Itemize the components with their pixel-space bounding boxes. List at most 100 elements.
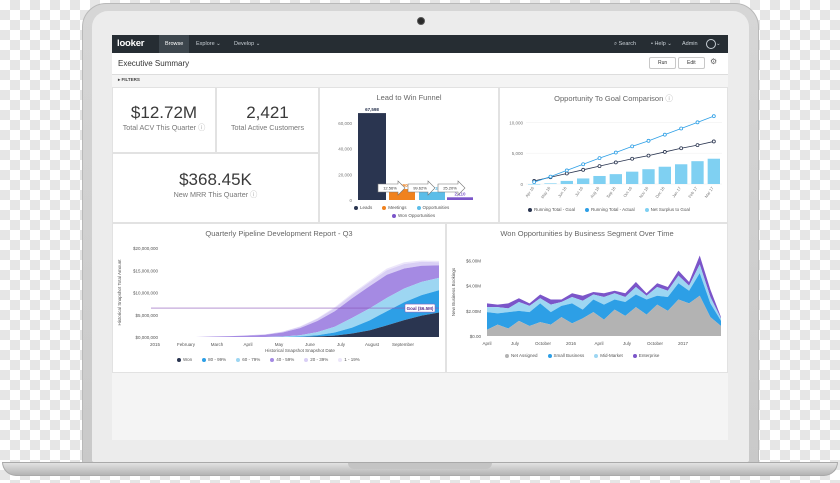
kpi-tile-mrr: $368.45K New MRR This Quarter ⓘ <box>112 153 319 223</box>
laptop-notch <box>348 463 492 469</box>
bar-value-label: 67,598 <box>365 107 379 112</box>
legend-item[interactable]: Small Business <box>547 353 584 358</box>
x-tick-label: Dec 16 <box>654 185 666 199</box>
conversion-arrow <box>437 180 466 196</box>
legend-item[interactable]: 1 - 19% <box>338 357 360 362</box>
funnel-bar <box>419 191 445 200</box>
info-icon[interactable]: ⓘ <box>250 190 258 199</box>
conversion-label: 25.20% <box>443 186 457 191</box>
funnel-chart: 020,00040,00060,00067,5988,4906,3732,110… <box>338 107 473 203</box>
x-tick-label: Sep 16 <box>605 185 617 199</box>
x-tick-label: 2015 <box>150 342 161 347</box>
legend-label: 40 - 59% <box>276 357 295 362</box>
area-series <box>487 264 721 321</box>
series-point <box>679 126 684 131</box>
nav-admin[interactable]: Admin <box>682 41 698 47</box>
y-axis-label: New Business Bookings <box>451 267 456 316</box>
pipeline-chart: $0,000,000 $5,000,000 $10,000,000 $15,000,0… <box>117 246 439 353</box>
camera-icon <box>417 17 425 25</box>
surplus-bar <box>560 180 573 184</box>
legend-label: Opportunities <box>422 205 450 210</box>
surplus-bar <box>593 175 606 184</box>
user-menu-chevron-icon[interactable]: ⌄ <box>716 41 721 47</box>
legend-item[interactable]: Leads <box>354 205 372 210</box>
nav-develop[interactable]: Develop ⌄ <box>234 41 261 47</box>
series-point <box>532 180 537 185</box>
area-series <box>161 312 439 337</box>
legend-label: Enterprise <box>638 353 660 358</box>
legend-item[interactable]: Opportunities <box>416 205 450 210</box>
goal-label-box <box>404 303 436 313</box>
nav-explore[interactable]: Explore ⌄ <box>196 41 221 47</box>
legend-label: Running Total - Actual <box>590 207 635 212</box>
info-icon[interactable]: ⓘ <box>665 94 673 103</box>
run-button[interactable]: Run <box>649 57 677 69</box>
x-tick-label: 2017 <box>678 341 689 346</box>
x-tick-label: October <box>535 341 552 346</box>
legend-item[interactable]: 20 - 39% <box>304 357 328 362</box>
series-point <box>581 162 586 167</box>
legend-swatch <box>528 207 532 212</box>
chart-title: Won Opportunities by Business Segment Ov… <box>500 229 674 238</box>
legend-swatch <box>382 205 387 210</box>
series-point <box>646 138 651 143</box>
info-icon[interactable]: ⓘ <box>198 123 206 132</box>
legend-label: Net Surplus to Goal <box>650 207 690 212</box>
y-tick-label: 0 <box>520 182 523 187</box>
x-tick-label: 2016 <box>566 341 577 346</box>
looker-logo[interactable]: looker <box>117 38 145 49</box>
x-tick-label: Jan 17 <box>671 185 682 198</box>
legend-item[interactable]: Won <box>177 357 192 362</box>
edit-button[interactable]: Edit <box>678 57 705 69</box>
filters-toggle[interactable]: ▸ FILTERS <box>112 75 728 85</box>
legend-swatch <box>547 353 552 358</box>
gear-icon[interactable]: ⚙ <box>710 57 718 66</box>
user-avatar-icon[interactable] <box>706 39 716 49</box>
x-tick-label: October <box>647 341 664 346</box>
y-axis-label: Historical Snapshot Total Amount <box>117 259 122 326</box>
y-tick-label: 10,000 <box>509 120 523 125</box>
legend-item[interactable]: Won Opportunities <box>392 213 435 218</box>
legend-item[interactable]: 60 - 79% <box>236 357 260 362</box>
y-tick-label: 0 <box>349 198 352 203</box>
y-tick-label: $20,000,000 <box>133 246 159 251</box>
legend-item[interactable]: Running Total - Actual <box>584 207 635 212</box>
surplus-bar <box>675 164 688 184</box>
chart-legend: Net Assigned Small Business Mid-Market Ente… <box>505 353 669 358</box>
surplus-bar <box>544 183 557 184</box>
legend-swatch <box>632 353 637 358</box>
legend-item[interactable]: 40 - 59% <box>270 357 294 362</box>
legend-label: 80 - 99% <box>208 357 227 362</box>
legend-swatch <box>392 213 396 218</box>
legend-item[interactable]: Enterprise <box>632 353 660 358</box>
series-point <box>630 156 635 161</box>
y-tick-label: 40,000 <box>338 147 352 152</box>
legend-item[interactable]: Mid-Market <box>594 353 623 358</box>
nav-search[interactable]: ⌕ Search <box>614 41 637 47</box>
nav-browse[interactable]: Browse <box>159 35 190 53</box>
screen: looker Browse Explore ⌄ Develop ⌄ ⌕ Sear… <box>112 35 728 440</box>
legend-item[interactable]: Meetings <box>382 205 407 210</box>
x-tick-label: September <box>392 342 415 347</box>
x-tick-label: February <box>177 342 196 347</box>
dashboard-empty-area <box>112 373 728 440</box>
x-tick-label: Aug 16 <box>589 185 601 199</box>
legend-item[interactable]: Running Total - Goal <box>528 207 575 212</box>
y-tick-label: $0.00 <box>470 334 482 339</box>
kpi-value: $12.72M <box>130 103 198 122</box>
nav-help[interactable]: • Help ⌄ <box>651 41 672 47</box>
surplus-bar <box>609 174 622 184</box>
series-point <box>597 164 602 169</box>
legend-swatch <box>354 205 358 210</box>
x-tick-label: July <box>337 342 346 347</box>
chart-legend: Won 80 - 99% 60 - 79% 40 - 59% 20 - 39% 1 - 1… <box>177 357 370 362</box>
kpi-label: Total Active Customers <box>230 123 305 132</box>
area-series <box>161 290 439 337</box>
legend-item[interactable]: Net Assigned <box>505 353 538 358</box>
legend-item[interactable]: 80 - 99% <box>202 357 226 362</box>
series-point <box>695 120 700 125</box>
legend-item[interactable]: Net Surplus to Goal <box>644 207 690 212</box>
x-tick-label: April <box>243 342 252 347</box>
pipeline-tile: Quarterly Pipeline Development Report - … <box>112 223 446 373</box>
legend-swatch <box>202 357 207 362</box>
